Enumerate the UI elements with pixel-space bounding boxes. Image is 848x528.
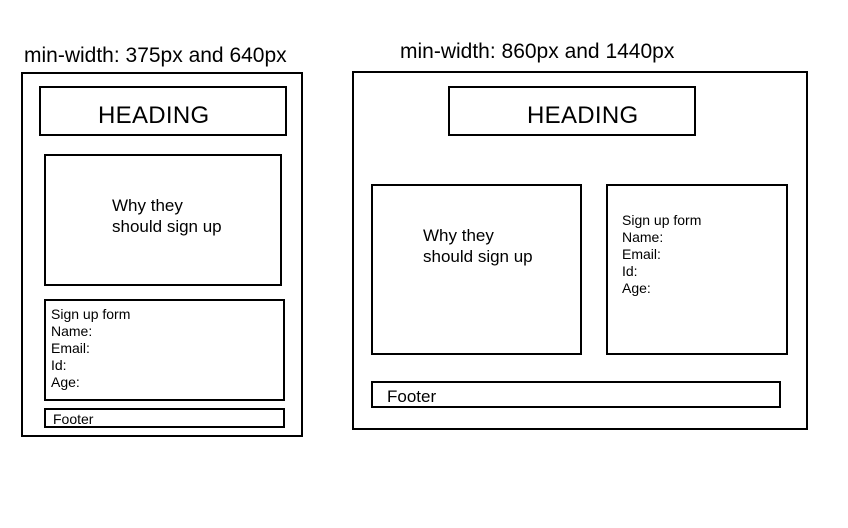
mobile-form-title: Sign up form bbox=[51, 306, 131, 322]
desktop-footer-box: Footer bbox=[371, 381, 781, 408]
desktop-why-line-1: Why they bbox=[423, 226, 494, 245]
mobile-form-field-email: Email: bbox=[51, 340, 90, 356]
mobile-footer-text: Footer bbox=[53, 411, 94, 427]
mobile-form-text: Sign up form Name: Email: Id: Age: bbox=[51, 306, 130, 391]
mobile-caption: min-width: 375px and 640px bbox=[24, 44, 287, 67]
desktop-form-title: Sign up form bbox=[622, 212, 702, 228]
mobile-form-field-name: Name: bbox=[51, 323, 93, 339]
mobile-heading-text: HEADING bbox=[98, 102, 210, 129]
mobile-why-line-1: Why they bbox=[112, 196, 183, 215]
desktop-form-text: Sign up form Name: Email: Id: Age: bbox=[622, 212, 701, 297]
mobile-footer-box: Footer bbox=[44, 408, 285, 428]
desktop-caption: min-width: 860px and 1440px bbox=[400, 40, 675, 63]
desktop-form-box: Sign up form Name: Email: Id: Age: bbox=[606, 184, 788, 355]
mobile-why-line-2: should sign up bbox=[112, 217, 222, 236]
desktop-form-field-age: Age: bbox=[622, 280, 651, 296]
mobile-form-field-id: Id: bbox=[51, 357, 67, 373]
desktop-why-line-2: should sign up bbox=[423, 247, 533, 266]
mobile-why-text: Why they should sign up bbox=[112, 195, 222, 237]
desktop-heading-box: HEADING bbox=[448, 86, 696, 136]
mobile-form-box: Sign up form Name: Email: Id: Age: bbox=[44, 299, 285, 401]
desktop-why-box: Why they should sign up bbox=[371, 184, 582, 355]
mobile-form-field-age: Age: bbox=[51, 374, 80, 390]
desktop-why-text: Why they should sign up bbox=[423, 225, 533, 267]
desktop-form-field-id: Id: bbox=[622, 263, 638, 279]
desktop-form-field-name: Name: bbox=[622, 229, 664, 245]
desktop-form-field-email: Email: bbox=[622, 246, 661, 262]
mobile-why-box: Why they should sign up bbox=[44, 154, 282, 286]
desktop-heading-text: HEADING bbox=[527, 102, 639, 129]
mobile-heading-box: HEADING bbox=[39, 86, 287, 136]
desktop-footer-text: Footer bbox=[387, 387, 437, 406]
